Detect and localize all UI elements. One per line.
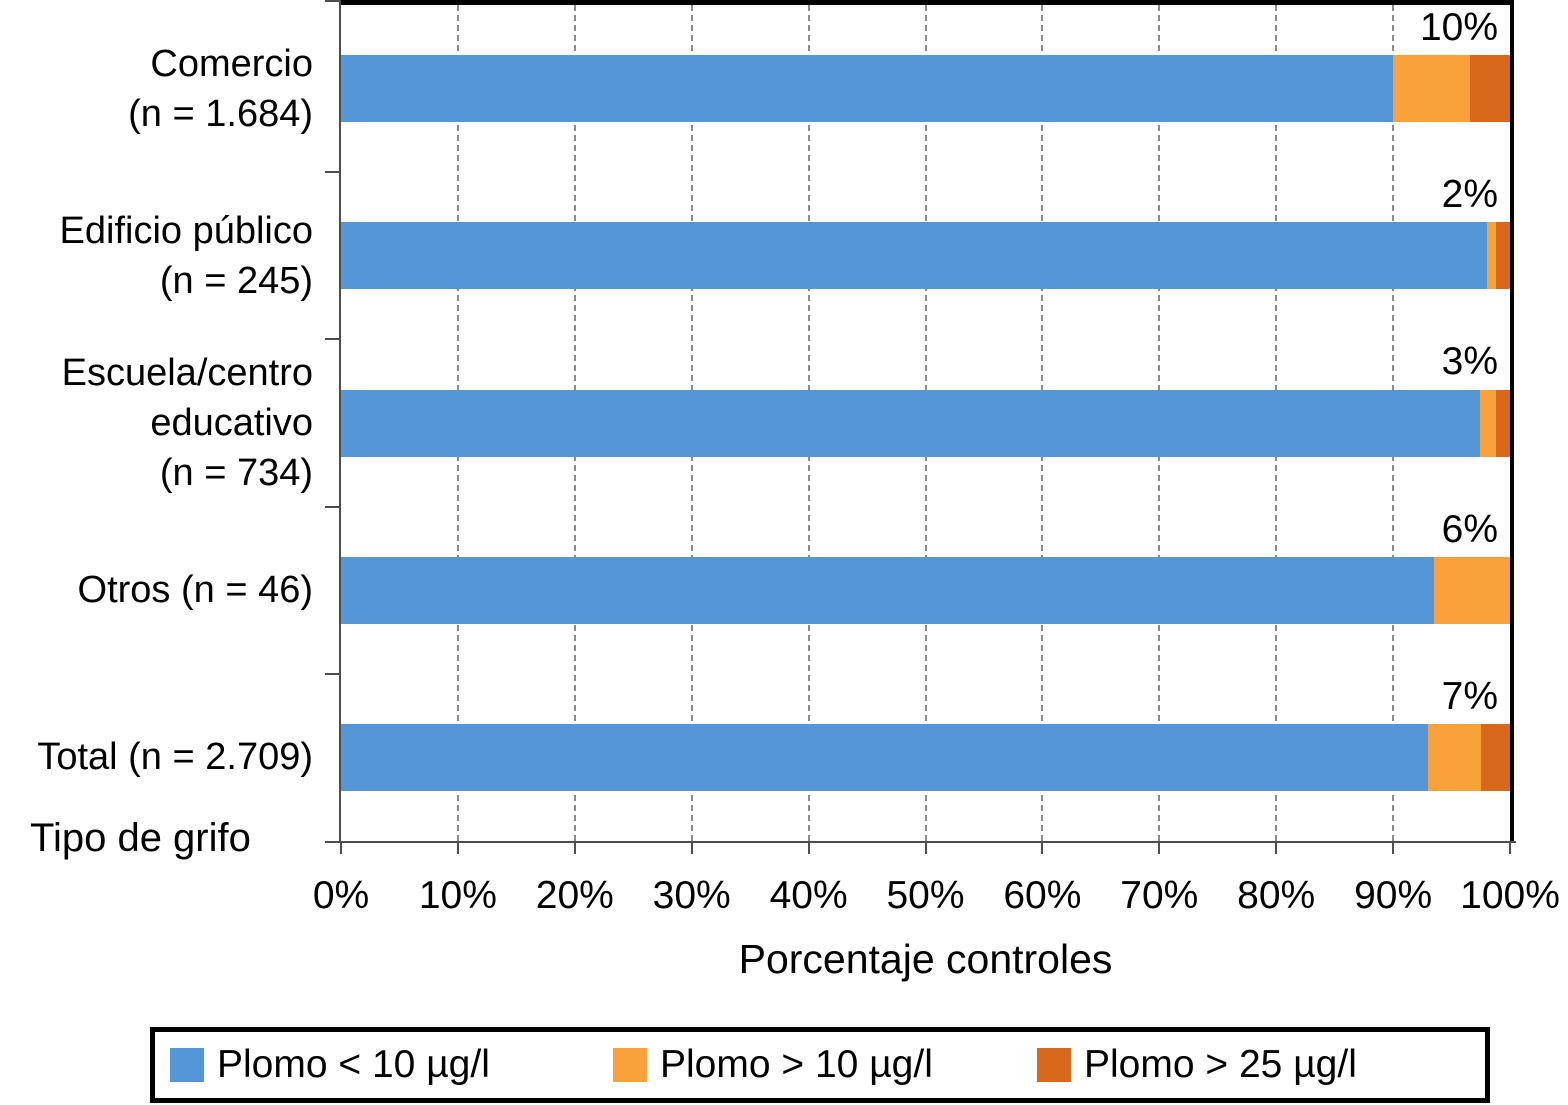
category-label-line: Total (n = 2.709) [37,736,313,779]
x-axis-tick-10 [456,841,459,854]
bar-segment-series-1 [341,222,1487,290]
x-tick-label: 60% [1003,874,1082,917]
legend: Plomo < 10 µg/l Plomo > 10 µg/l Plomo > 25… [150,1027,1490,1103]
y-axis-line [339,0,341,841]
y-axis-tick-4 [325,672,340,675]
x-axis-tick-20 [573,841,576,854]
x-axis-tick-60 [1041,841,1044,854]
bar-row [341,389,1510,457]
legend-swatch-icon [170,1048,204,1082]
x-tick-label: 70% [1120,874,1199,917]
legend-item: Plomo < 10 µg/l [170,1032,490,1098]
x-axis-tick-0 [340,841,342,854]
bar-value-label: 6% [1441,507,1498,551]
plot-area: 10% 2% 3% 6% 7% [341,5,1510,841]
plot-border-right [1510,0,1514,841]
bar-segment-series-2 [1486,222,1496,290]
bar-value-label: 3% [1441,340,1498,384]
legend-label: Plomo > 10 µg/l [660,1043,933,1086]
legend-label: Plomo < 10 µg/l [217,1043,490,1086]
category-label-line: Comercio [150,42,313,85]
x-tick-label: 10% [418,874,497,917]
legend-label: Plomo > 25 µg/l [1084,1043,1357,1086]
bar-segment-series-2 [1479,389,1496,457]
category-label-line: Otros (n = 46) [77,569,313,612]
bar-segment-series-2 [1428,723,1481,791]
x-tick-label: 20% [535,874,614,917]
bar-row [341,55,1510,123]
x-axis-tick-80 [1275,841,1278,854]
category-label-line: Escuela/centro [61,352,313,394]
bar-segment-series-1 [341,556,1434,624]
x-tick-label: 40% [769,874,848,917]
legend-item: Plomo > 25 µg/l [1037,1032,1357,1098]
x-axis-tick-90 [1392,841,1395,854]
bar-value-label: 7% [1441,674,1498,718]
x-axis-line [325,841,1516,843]
bar-value-label: 2% [1441,173,1498,217]
y-axis-tick-3 [325,505,340,508]
bar-segment-series-3 [1480,723,1510,791]
y-axis-tick-2 [325,338,340,341]
x-axis-tick-70 [1158,841,1161,854]
category-label: Edificio público (n = 245) [0,206,313,306]
bar-row [341,222,1510,290]
category-label: Escuela/centro educativo (n = 734) [0,348,313,498]
x-tick-label: 90% [1354,874,1433,917]
x-tick-label: 30% [652,874,731,917]
category-label-line: educativo [150,402,313,444]
bar-segment-series-3 [1495,389,1510,457]
legend-item: Plomo > 10 µg/l [613,1032,933,1098]
bar-segment-series-2 [1393,55,1471,123]
legend-swatch-icon [613,1048,647,1082]
category-label-line: Edificio público [59,209,313,252]
x-tick-label: 0% [312,874,370,917]
y-axis-tick-1 [325,171,340,174]
legend-swatch-icon [1037,1048,1071,1082]
x-axis-title: Porcentaje controles [738,936,1113,982]
category-label: Total (n = 2.709) [0,732,313,782]
x-axis-tick-100 [1509,841,1511,854]
bar-segment-series-1 [341,55,1394,123]
x-tick-label: 100% [1460,874,1560,917]
x-axis-tick-40 [807,841,810,854]
x-tick-label: 80% [1237,874,1316,917]
category-label-line: (n = 734) [159,452,313,494]
y-axis-tick-0 [325,0,340,2]
x-tick-label: 50% [886,874,965,917]
category-label-line: (n = 1.684) [128,92,313,135]
category-label: Otros (n = 46) [0,565,313,615]
x-axis-tick-30 [690,841,693,854]
bar-row [341,723,1510,791]
bar-segment-series-3 [1495,222,1510,290]
category-axis-title: Tipo de grifo [30,816,251,860]
category-label: Comercio (n = 1.684) [0,39,313,139]
bar-segment-series-3 [1470,55,1510,123]
bar-segment-series-2 [1434,556,1510,624]
bar-row [341,556,1510,624]
bar-segment-series-1 [341,389,1480,457]
bar-segment-series-1 [341,723,1429,791]
bar-value-label: 10% [1419,6,1498,49]
x-axis-tick-50 [924,841,927,854]
plot-border-top [341,0,1514,5]
category-label-line: (n = 245) [159,259,313,302]
